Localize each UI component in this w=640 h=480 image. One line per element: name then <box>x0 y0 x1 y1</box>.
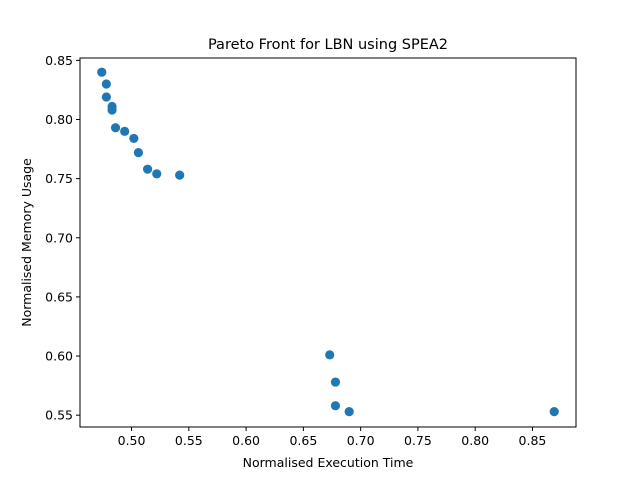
data-point-10 <box>142 164 153 174</box>
y-tick-label: 0.80 <box>45 112 73 127</box>
data-point-2 <box>101 79 111 89</box>
data-point-12 <box>175 170 185 180</box>
data-point-1 <box>97 67 107 77</box>
x-tick-label: 0.75 <box>404 433 432 448</box>
y-tick-label: 0.70 <box>45 230 73 245</box>
plot-area <box>97 67 559 417</box>
data-point-13 <box>325 350 335 360</box>
x-tick-label: 0.85 <box>519 433 547 448</box>
data-point-5 <box>107 105 117 115</box>
y-tick-label: 0.65 <box>45 289 73 304</box>
data-point-15 <box>330 401 341 411</box>
chart-title: Pareto Front for LBN using SPEA2 <box>208 37 448 53</box>
x-tick-label: 0.65 <box>289 433 317 448</box>
x-axis-label: Normalised Execution Time <box>243 455 414 470</box>
x-tick-label: 0.50 <box>118 433 146 448</box>
data-point-11 <box>152 169 162 179</box>
y-tick-label: 0.55 <box>45 408 73 423</box>
x-tick-label: 0.60 <box>232 433 260 448</box>
data-point-7 <box>120 126 130 136</box>
x-tick-label: 0.55 <box>175 433 203 448</box>
plot-frame <box>79 57 577 428</box>
y-axis-label: Normalised Memory Usage <box>19 158 34 327</box>
x-axis: 0.50 0.55 0.60 0.65 0.70 0.75 0.80 0.85 <box>118 427 547 448</box>
data-point-14 <box>330 377 341 387</box>
data-point-3 <box>101 92 111 102</box>
y-tick-label: 0.75 <box>45 171 73 186</box>
data-point-8 <box>129 133 139 144</box>
x-tick-label: 0.70 <box>347 433 375 448</box>
y-tick-label: 0.85 <box>45 53 73 68</box>
y-axis: 0.55 0.60 0.65 0.70 0.75 0.80 0.85 <box>45 53 80 423</box>
data-point-9 <box>133 148 144 158</box>
data-point-17 <box>549 407 559 417</box>
data-point-16 <box>344 407 354 417</box>
x-tick-label: 0.80 <box>461 433 489 448</box>
data-point-6 <box>110 123 121 133</box>
y-tick-label: 0.60 <box>45 349 73 364</box>
